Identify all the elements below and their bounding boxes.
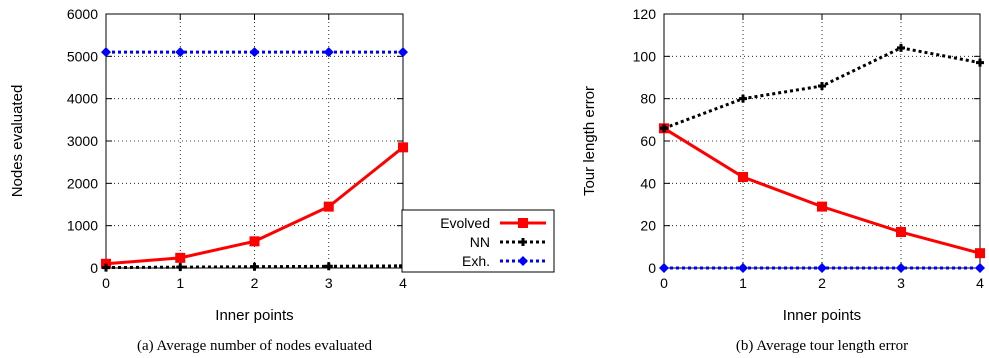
data-point bbox=[976, 58, 984, 67]
data-point bbox=[738, 263, 748, 273]
data-point bbox=[817, 263, 827, 273]
y-tick-label: 20 bbox=[640, 218, 656, 234]
legend-label: Exh. bbox=[462, 253, 490, 269]
y-axis-label: Tour length error bbox=[581, 86, 598, 196]
data-point bbox=[398, 142, 408, 153]
y-tick-label: 40 bbox=[640, 175, 656, 191]
x-tick-label: 3 bbox=[325, 275, 333, 291]
legend-marker bbox=[518, 218, 528, 228]
series-line bbox=[105, 264, 404, 270]
data-point bbox=[175, 252, 186, 263]
legend-box bbox=[401, 209, 555, 273]
data-point bbox=[176, 263, 185, 272]
x-tick-label: 3 bbox=[897, 275, 905, 291]
x-tick-label: 1 bbox=[739, 275, 747, 291]
data-point bbox=[738, 171, 748, 182]
data-point bbox=[817, 201, 827, 212]
x-axis-label: Inner points bbox=[215, 307, 293, 324]
data-point bbox=[101, 47, 111, 58]
data-point bbox=[249, 236, 260, 247]
y-tick-label: 120 bbox=[633, 6, 657, 22]
legend-label: NN bbox=[470, 234, 490, 250]
chart-caption: (a) Average number of nodes evaluated bbox=[137, 338, 373, 354]
data-point bbox=[102, 263, 110, 272]
data-point bbox=[818, 81, 826, 90]
data-point bbox=[975, 263, 985, 273]
data-point bbox=[324, 262, 333, 271]
x-tick-label: 2 bbox=[818, 275, 826, 291]
x-tick-label: 4 bbox=[976, 275, 984, 291]
data-point bbox=[249, 47, 260, 58]
y-tick-label: 3000 bbox=[67, 133, 98, 149]
chart-caption: (b) Average tour length error bbox=[736, 338, 908, 354]
y-tick-label: 6000 bbox=[67, 6, 98, 22]
series-exh bbox=[659, 263, 985, 273]
y-tick-label: 1000 bbox=[67, 218, 98, 234]
x-tick-label: 4 bbox=[399, 275, 407, 291]
data-point bbox=[659, 263, 669, 273]
legend-label: Evolved bbox=[440, 215, 490, 231]
y-tick-label: 5000 bbox=[67, 48, 98, 64]
x-axis-label: Inner points bbox=[783, 307, 861, 324]
data-point bbox=[323, 47, 334, 58]
data-point bbox=[660, 124, 668, 133]
legend: Evolved NN Exh. bbox=[401, 209, 555, 273]
series-nn bbox=[102, 261, 407, 272]
data-point bbox=[398, 47, 408, 58]
data-point bbox=[896, 263, 906, 273]
data-point bbox=[175, 47, 186, 58]
y-tick-label: 0 bbox=[90, 260, 98, 276]
y-tick-label: 80 bbox=[640, 91, 656, 107]
data-point bbox=[896, 227, 906, 238]
chart-panel-1: 0 1000 2000 3000 4000 5000 6000 0 1 2 3 4 Inner poin… bbox=[9, 6, 555, 354]
y-tick-label: 2000 bbox=[67, 175, 98, 191]
data-point bbox=[739, 94, 747, 103]
y-tick-label: 100 bbox=[633, 48, 657, 64]
x-tick-label: 2 bbox=[251, 275, 259, 291]
series-exh bbox=[101, 47, 408, 58]
x-tick-label: 1 bbox=[176, 275, 184, 291]
data-point bbox=[250, 262, 259, 271]
legend-marker bbox=[518, 256, 528, 266]
data-point bbox=[975, 248, 985, 259]
chart-panel-2: 0 20 40 60 80 100 120 0 1 2 3 4 Inner points Tour len… bbox=[581, 6, 985, 354]
series-nn bbox=[660, 43, 984, 133]
series-evolved bbox=[101, 142, 408, 269]
legend-marker bbox=[519, 238, 527, 246]
data-point bbox=[323, 201, 334, 212]
data-point bbox=[897, 43, 905, 52]
y-tick-label: 0 bbox=[648, 260, 656, 276]
y-axis-label: Nodes evaluated bbox=[9, 85, 26, 198]
x-tick-label: 0 bbox=[102, 275, 110, 291]
y-tick-label: 60 bbox=[640, 133, 656, 149]
y-tick-label: 4000 bbox=[67, 91, 98, 107]
x-tick-label: 0 bbox=[660, 275, 668, 291]
